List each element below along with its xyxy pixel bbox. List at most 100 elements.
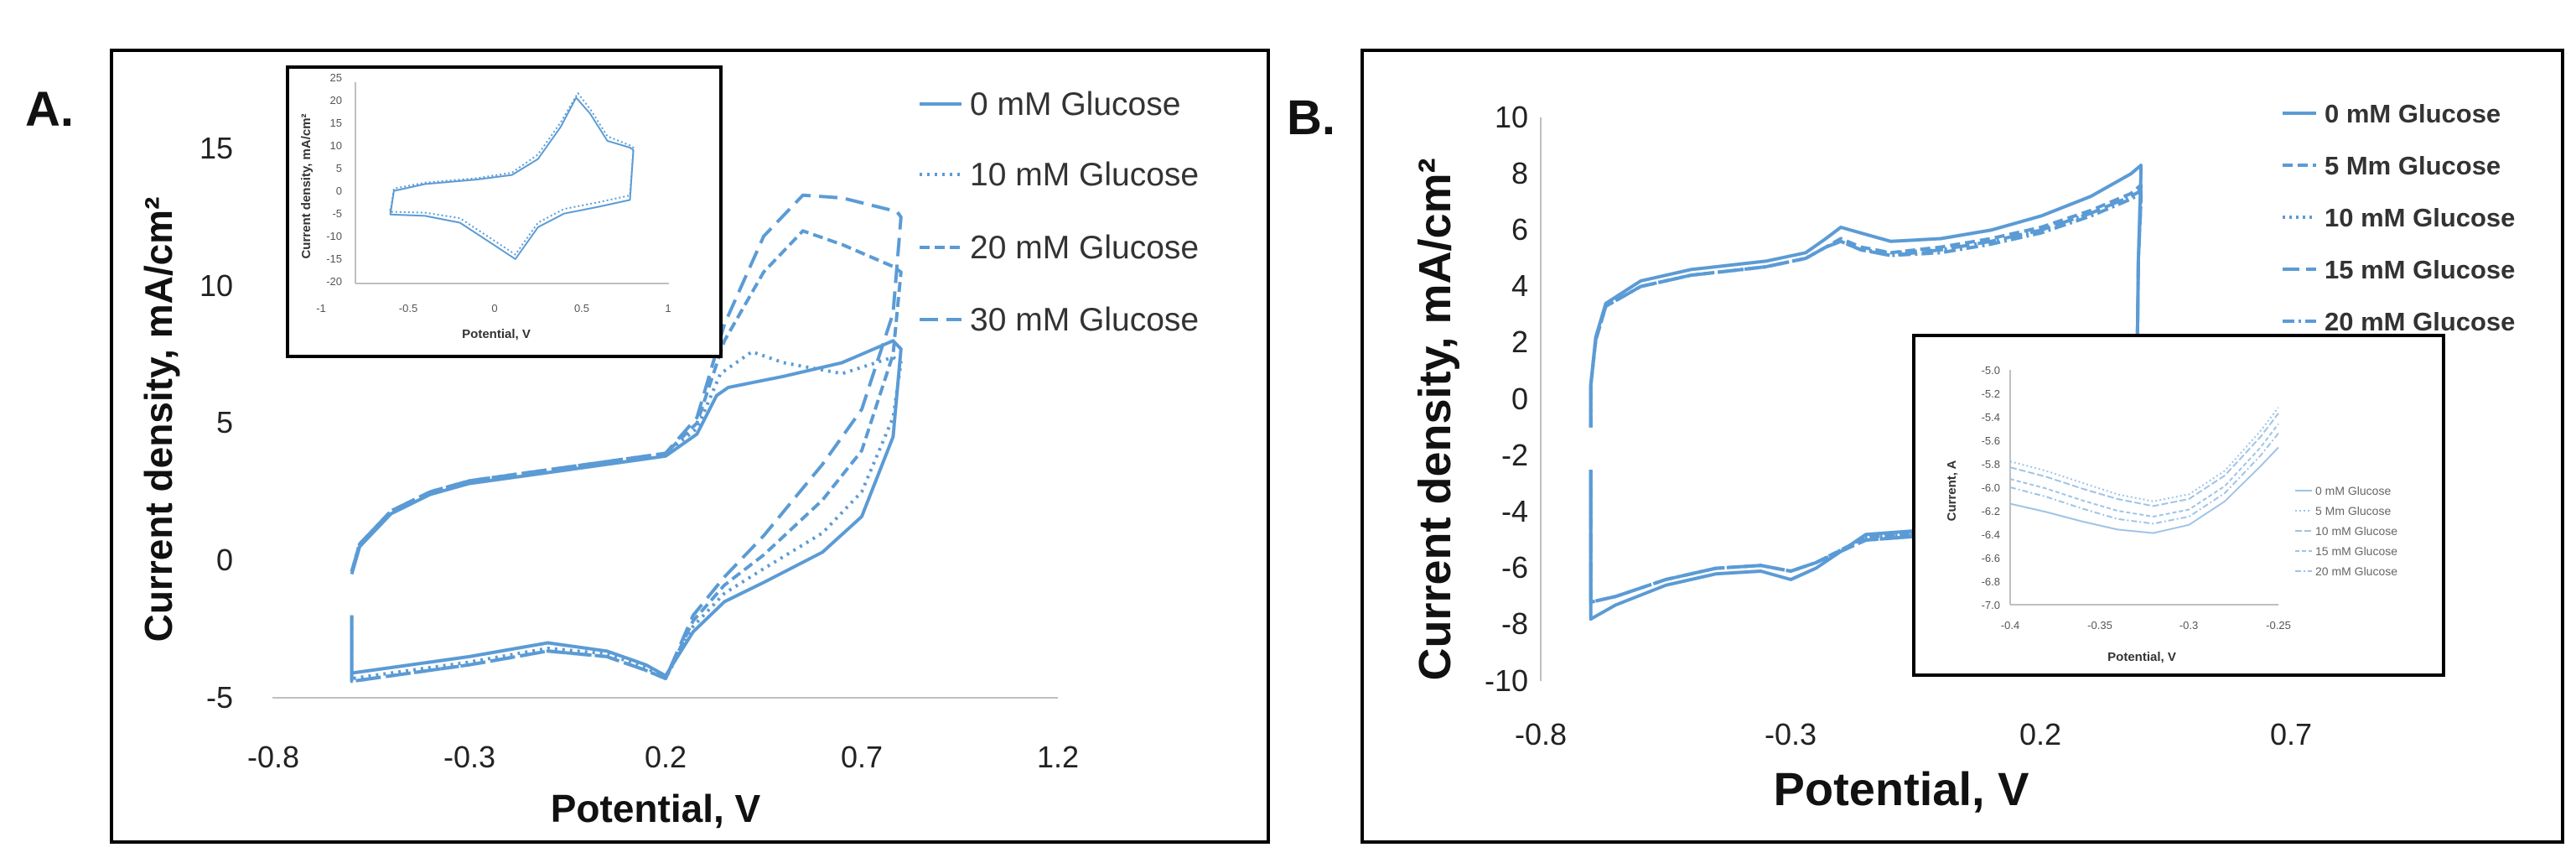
y-tick: -10	[1485, 663, 1528, 698]
y-tick: 10	[1495, 100, 1528, 134]
panel-a-x-axis-title: Potential, V	[551, 787, 761, 830]
panel-b-inset-frame	[1912, 334, 2445, 677]
panel-a-inset-frame	[286, 65, 723, 358]
y-tick: 15	[330, 117, 342, 129]
inset-y-ticks: -7.0 -6.8 -6.6 -6.4 -6.2 -6.0 -5.8 -5.6 …	[1982, 364, 2000, 611]
inset-x-ticks: -1 -0.5 0 0.5 1	[316, 302, 671, 315]
panel-b-inset-series	[2009, 407, 2279, 534]
x-tick: 1.2	[1037, 740, 1079, 774]
series-line-15-mm-glucose	[2009, 423, 2279, 517]
x-tick: 0.7	[2270, 717, 2312, 751]
legend-label: 5 Mm Glucose	[2315, 504, 2391, 517]
y-tick: -5.0	[1982, 364, 2000, 377]
panel-b-inset: -0.4 -0.35 -0.3 -0.25 -7.0 -6.8 -6.6 -6.…	[1912, 334, 2445, 677]
panel-a-chart: -0.8 -0.3 0.2 0.7 1.2 -5 0 5 10 15 Poten…	[137, 131, 1079, 830]
y-tick: -5.8	[1982, 458, 2000, 470]
x-tick: 0.7	[841, 740, 883, 774]
panel-a-series	[350, 193, 903, 684]
x-tick: -0.25	[2266, 619, 2291, 632]
panel-a-x-ticks: -0.8 -0.3 0.2 0.7 1.2	[247, 740, 1079, 774]
y-tick: -6.6	[1982, 552, 2000, 564]
panel-a-legend: 0 mM Glucose 10 mM Glucose 20 mM Glucose…	[920, 86, 1199, 338]
y-tick: 0	[216, 543, 233, 577]
panel-a-y-axis-title: Current density, mA/cm²	[137, 197, 180, 642]
series-line-10-mm-glucose	[2009, 413, 2279, 507]
y-tick: -6.8	[1982, 575, 2000, 588]
panel-b-inset-chart: -0.4 -0.35 -0.3 -0.25 -7.0 -6.8 -6.6 -6.…	[1945, 364, 2397, 664]
panel-b-y-ticks: -10 -8 -6 -4 -2 0 2 4 6 8 10	[1485, 100, 1528, 698]
panel-b-chart: -0.8 -0.3 0.2 0.7 -10 -8 -6 -4 -2 0 2 4 …	[1410, 100, 2312, 815]
y-tick: 8	[1511, 156, 1528, 190]
x-tick: 0.2	[645, 740, 687, 774]
legend-label: 20 mM Glucose	[2325, 307, 2515, 336]
series-line-20-mm-glucose	[2009, 432, 2279, 525]
legend-label: 20 mM Glucose	[2315, 564, 2397, 578]
legend-label: 5 Mm Glucose	[2325, 151, 2501, 180]
x-tick: -0.3	[443, 740, 495, 774]
panel-b-legend: 0 mM Glucose 5 Mm Glucose 10 mM Glucose …	[2283, 99, 2515, 336]
series-line-30-mm-glucose	[350, 193, 903, 684]
legend-label: 0 mM Glucose	[970, 86, 1180, 122]
x-tick: 0	[491, 302, 497, 315]
panel-b-inset-legend: 0 mM Glucose 5 Mm Glucose 10 mM Glucose …	[2295, 484, 2397, 578]
legend-label: 20 mM Glucose	[970, 230, 1199, 266]
legend-label: 10 mM Glucose	[2315, 524, 2397, 538]
y-tick: 5	[336, 162, 342, 174]
x-tick: 1	[665, 302, 671, 315]
panel-a-y-ticks: -5 0 5 10 15	[200, 131, 233, 715]
inset-x-ticks: -0.4 -0.35 -0.3 -0.25	[2001, 619, 2291, 632]
panel-a: A. -0.8 -0.3 0.2 0.7 1.2 -5 0 5 10 15 Po…	[25, 49, 1270, 844]
y-tick: -6.0	[1982, 481, 2000, 494]
x-tick: -0.3	[1765, 717, 1817, 751]
y-tick: 6	[1511, 212, 1528, 247]
panel-b-x-axis-title: Potential, V	[1774, 762, 2029, 815]
inset-y-axis-title: Current, A	[1945, 460, 1959, 521]
inset-x-axis-title: Potential, V	[462, 327, 531, 341]
y-tick: -5	[332, 207, 342, 220]
y-tick: 25	[330, 71, 342, 84]
inset-y-ticks: -20 -15 -10 -5 0 5 10 15 20 25	[326, 71, 342, 288]
y-tick: -20	[326, 275, 342, 288]
series-line-0-mm-glucose	[2009, 446, 2279, 534]
panel-a-inset-chart: -1 -0.5 0 0.5 1 -20 -15 -10 -5 0 5 10 15…	[299, 71, 671, 341]
y-tick: 5	[216, 405, 233, 439]
x-tick: -0.35	[2087, 619, 2112, 632]
y-tick: -2	[1501, 438, 1528, 472]
y-tick: -10	[326, 230, 342, 242]
y-tick: -8	[1501, 606, 1528, 641]
inset-x-axis-title: Potential, V	[2107, 650, 2176, 664]
panel-a-inset-series	[389, 92, 635, 260]
x-tick: 0.2	[2019, 717, 2061, 751]
y-tick: 10	[330, 139, 342, 152]
y-tick: -15	[326, 252, 342, 265]
y-tick: 0	[336, 185, 342, 197]
legend-label: 15 mM Glucose	[2315, 544, 2397, 558]
x-tick: -1	[316, 302, 326, 315]
y-tick: -5.4	[1982, 411, 2000, 424]
y-tick: 10	[200, 268, 233, 303]
legend-label: 10 mM Glucose	[970, 157, 1199, 193]
y-tick: 2	[1511, 325, 1528, 359]
series-line-20-mm-glucose	[1589, 191, 2143, 604]
panel-b-series	[1589, 164, 2143, 621]
x-tick: -0.8	[247, 740, 299, 774]
panel-a-inset: -1 -0.5 0 0.5 1 -20 -15 -10 -5 0 5 10 15…	[286, 65, 723, 358]
panel-a-letter: A.	[25, 82, 74, 137]
inset-y-axis-title: Current density, mA/cm²	[299, 113, 314, 258]
legend-label: 10 mM Glucose	[2325, 203, 2515, 232]
y-tick: 0	[1511, 382, 1528, 416]
y-tick: -6.4	[1982, 528, 2000, 541]
x-tick: -0.8	[1515, 717, 1567, 751]
y-tick: 20	[330, 94, 342, 107]
y-tick: -5.6	[1982, 434, 2000, 447]
legend-label: 0 mM Glucose	[2315, 484, 2391, 497]
panel-b-x-ticks: -0.8 -0.3 0.2 0.7	[1515, 717, 2312, 751]
y-tick: -4	[1501, 494, 1528, 528]
y-tick: -5.2	[1982, 387, 2000, 400]
y-tick: 4	[1511, 268, 1528, 303]
legend-label: 15 mM Glucose	[2325, 255, 2515, 284]
series-line-0-mm-glucose	[350, 339, 903, 678]
legend-label: 30 mM Glucose	[970, 302, 1199, 338]
x-tick: -0.4	[2001, 619, 2019, 632]
